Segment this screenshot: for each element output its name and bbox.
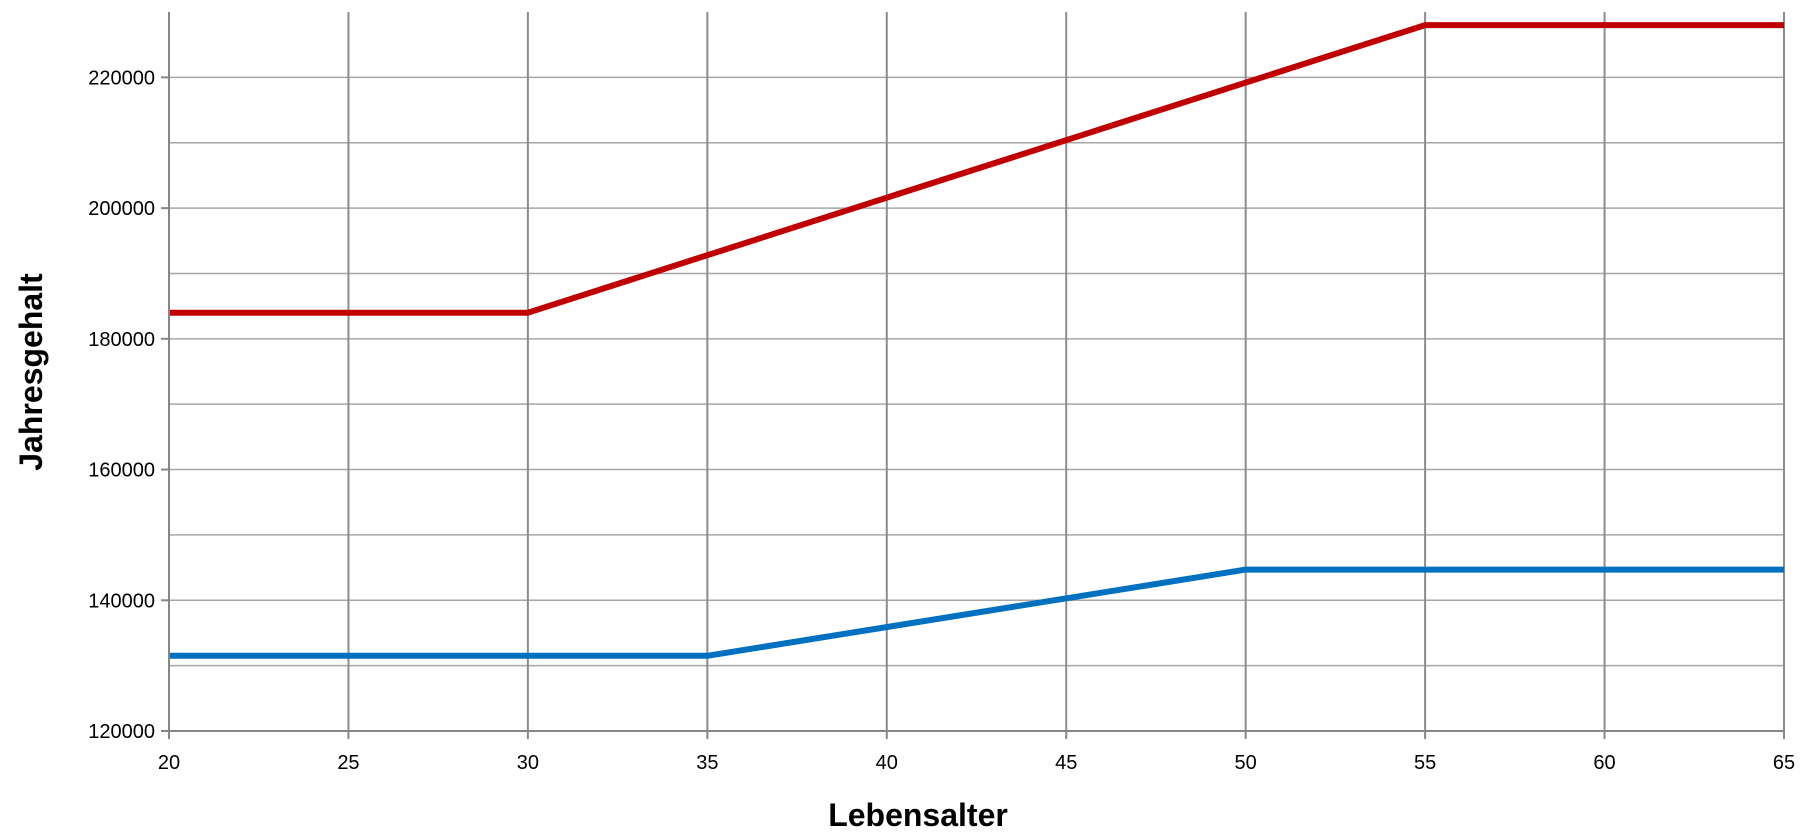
series-line-1 xyxy=(169,22,1784,316)
y-tick-label: 160000 xyxy=(88,460,155,482)
axis-layer xyxy=(161,12,1785,739)
x-tick-label: 30 xyxy=(517,752,539,774)
x-tick-label: 45 xyxy=(1055,752,1077,774)
x-tick-label: 40 xyxy=(876,752,898,774)
x-tick-label: 20 xyxy=(158,752,180,774)
y-axis-title: Jahresgehalt xyxy=(13,273,49,471)
x-tick-label: 50 xyxy=(1235,752,1257,774)
x-tick-label: 55 xyxy=(1414,752,1436,774)
x-axis-title: Lebensalter xyxy=(828,797,1008,833)
x-tick-label: 60 xyxy=(1593,752,1615,774)
y-tick-label: 120000 xyxy=(88,721,155,743)
x-tick-label: 35 xyxy=(696,752,718,774)
series-layer xyxy=(169,22,1784,659)
y-tick-label: 200000 xyxy=(88,198,155,220)
x-tick-label: 25 xyxy=(337,752,359,774)
tick-labels: 20 25 30 35 40 45 50 55 60 65 120000 140000 160000 18… xyxy=(88,67,1795,774)
series-line-2 xyxy=(169,566,1784,659)
x-tick-label: 65 xyxy=(1773,752,1795,774)
grid-layer xyxy=(169,12,1785,731)
y-tick-label: 180000 xyxy=(88,329,155,351)
y-tick-label: 140000 xyxy=(88,590,155,612)
y-tick-label: 220000 xyxy=(88,67,155,89)
